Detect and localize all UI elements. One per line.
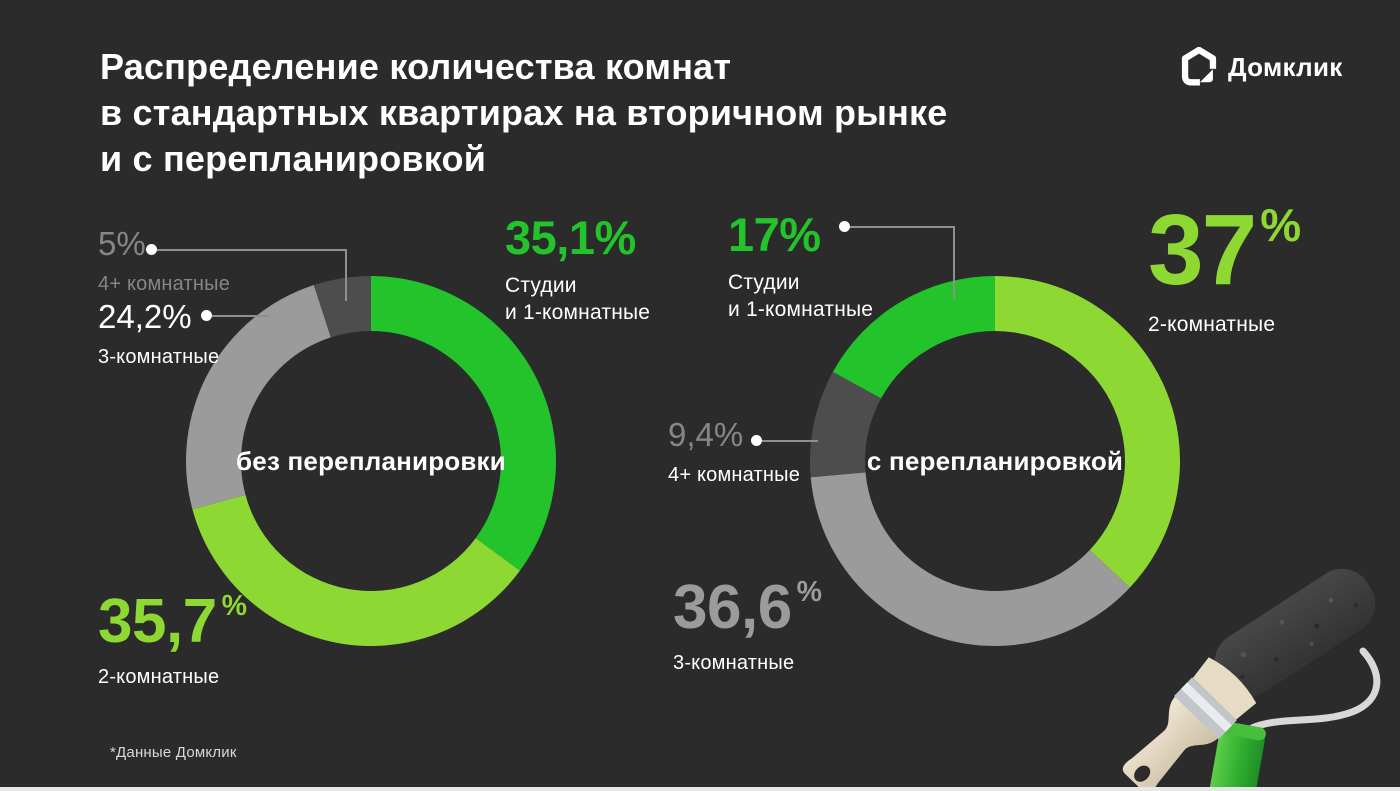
callout-left-studio-value: 35,1% [505, 211, 636, 264]
callout-left-3room-value: 24,2% [98, 298, 192, 335]
percent-superscript: % [1260, 199, 1302, 252]
paint-brush-bristles [1192, 657, 1257, 720]
leader-line-right-studio [850, 226, 955, 299]
donut-segment-0 [995, 276, 1180, 588]
callout-left-4room: 5% 4+ комнатные [98, 227, 230, 298]
leader-line-right-4room [762, 440, 818, 442]
paint-roller-grip [1204, 721, 1266, 791]
callout-right-studio-value: 17% [728, 208, 821, 261]
donut-segment-0 [371, 276, 556, 571]
leader-line-left-4room [157, 249, 347, 301]
leader-line-left-3room [212, 315, 269, 317]
percent-superscript: % [796, 576, 823, 609]
donut-segment-3 [313, 276, 371, 338]
callout-left-studio-label: Студии и 1-комнатные [505, 274, 651, 324]
callout-right-2room-value: 37% [1148, 194, 1302, 306]
callout-right-2room: 37% 2-комнатные [1148, 200, 1301, 338]
donut-segment-2 [186, 285, 331, 510]
bottom-edge-strip [0, 787, 1400, 791]
callout-left-2room: 35,7% 2-комнатные [98, 591, 247, 691]
paint-roller-handle-wire [1248, 647, 1381, 732]
percent-superscript: % [221, 590, 248, 623]
page-title: Распределение количества комнат в станда… [100, 44, 948, 182]
callout-right-4room: 9,4% 4+ комнатные [668, 418, 800, 489]
callout-left-4room-value: 5% [98, 225, 146, 262]
page-title-line-2: в стандартных квартирах на вторичном рын… [100, 92, 948, 133]
donut-segment-1 [810, 472, 1130, 646]
donut-segment-2 [810, 371, 882, 478]
domclick-logo-text: Домклик [1228, 51, 1343, 82]
leader-dot-right-studio [839, 221, 850, 232]
callout-right-4room-value: 9,4% [668, 416, 744, 453]
leader-dot-left-3room [201, 310, 212, 321]
callout-left-2room-value: 35,7% [98, 587, 248, 656]
donut-chart-with-replanning: с перепланировкой [810, 276, 1180, 646]
data-source-footnote: *Данные Домклик [110, 744, 237, 761]
donut-ring-with-replanning [810, 276, 1180, 646]
domclick-logo: Домклик [1181, 47, 1343, 87]
paint-brush-handle-hole [1134, 765, 1151, 782]
donut-segment-3 [832, 276, 995, 399]
leader-dot-right-4room [751, 435, 762, 446]
callout-left-2room-label: 2-комнатные [98, 666, 220, 688]
callout-left-4room-label: 4+ комнатные [98, 273, 231, 295]
page-title-line-1: Распределение количества комнат [100, 46, 732, 87]
callout-right-3room-label: 3-комнатные [673, 652, 795, 674]
callout-right-3room: 36,6% 3-комнатные [673, 577, 822, 677]
donut-center-label-with-replanning: с перепланировкой [866, 445, 1124, 476]
paint-brush [1122, 657, 1257, 791]
donut-center-label-no-replanning: без перепланировки [236, 445, 506, 476]
domclick-house-icon [1181, 47, 1217, 87]
paint-tools-illustration [1122, 568, 1381, 791]
leader-dot-left-4room [146, 244, 157, 255]
callout-left-studio: 35,1% Студии и 1-комнатные [505, 214, 650, 326]
callout-left-3room-label: 3-комнатные [98, 346, 220, 368]
callout-right-studio: 17% Студии и 1-комнатные [728, 211, 873, 323]
callout-left-3room: 24,2% 3-комнатные [98, 300, 219, 371]
paint-roller-foam [1214, 568, 1376, 698]
page-title-line-3: и с перепланировкой [100, 138, 487, 179]
callout-right-2room-label: 2-комнатные [1148, 313, 1276, 336]
callout-right-studio-label: Студии и 1-комнатные [728, 271, 874, 321]
callout-right-4room-label: 4+ комнатные [668, 464, 801, 486]
donut-chart-no-replanning: без перепланировки [186, 276, 556, 646]
donut-segment-1 [192, 494, 520, 646]
callout-right-3room-value: 36,6% [673, 573, 823, 642]
donut-ring-no-replanning [186, 276, 556, 646]
